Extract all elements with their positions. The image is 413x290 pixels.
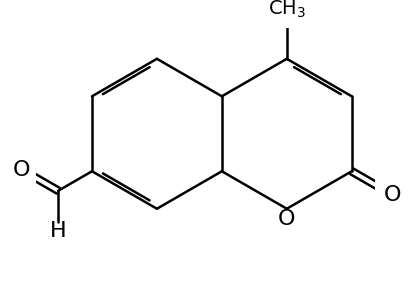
Text: CH$_3$: CH$_3$ — [267, 0, 305, 20]
Text: H: H — [50, 221, 66, 241]
Text: O: O — [278, 209, 295, 229]
Text: O: O — [383, 185, 401, 205]
Text: O: O — [13, 160, 30, 180]
